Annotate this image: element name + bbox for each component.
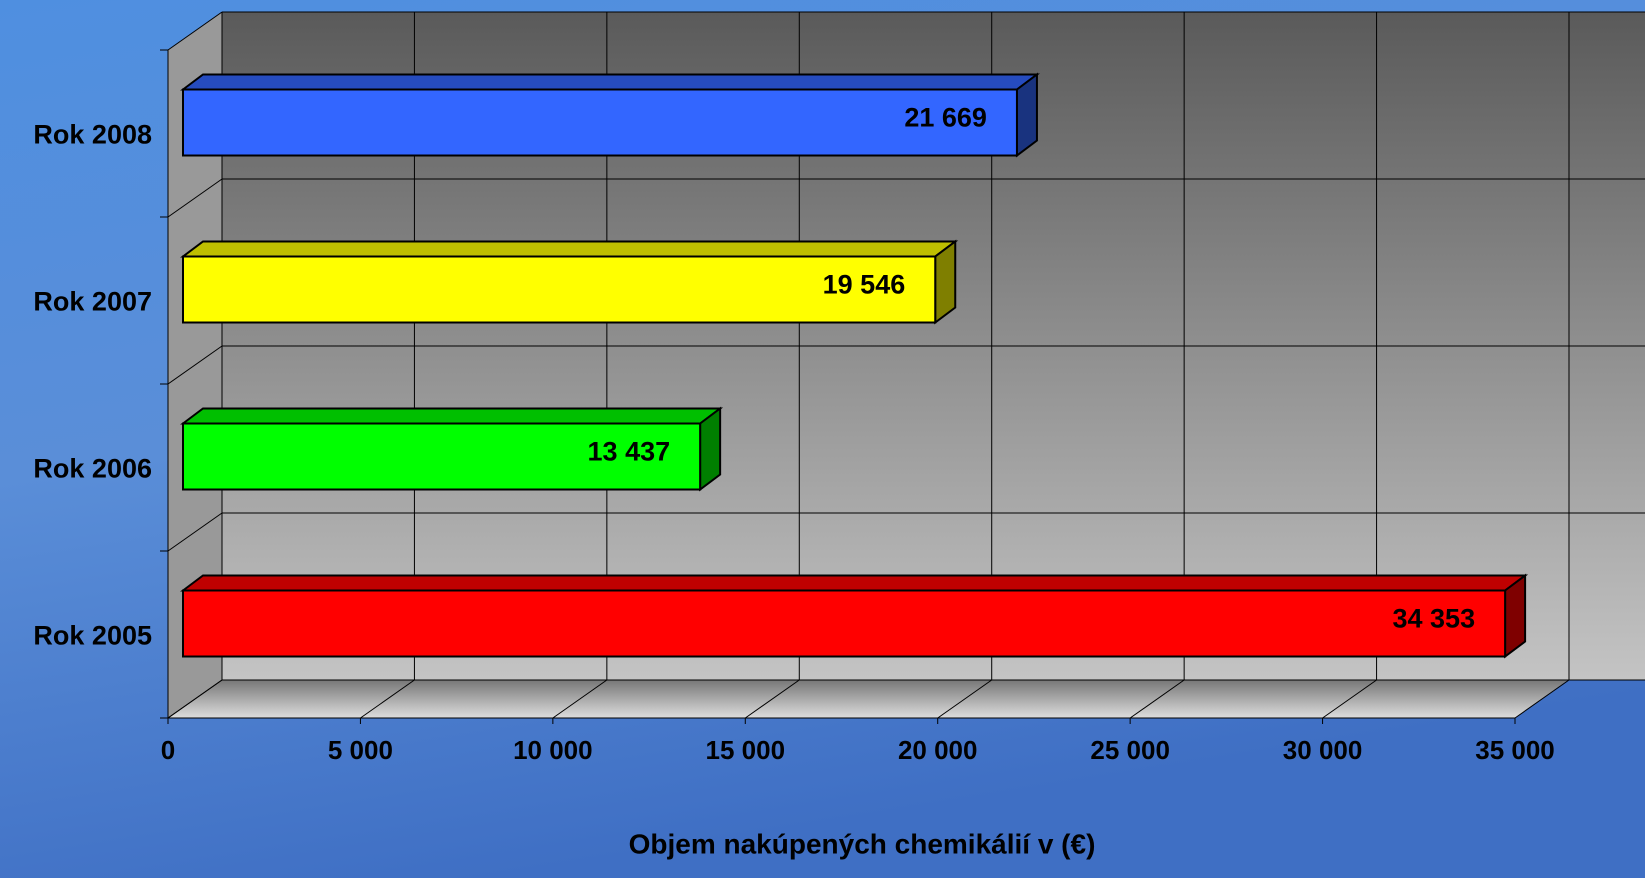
value-label: 13 437 — [588, 437, 671, 467]
x-tick-label: 10 000 — [513, 735, 593, 765]
y-tick-label: Rok 2007 — [33, 287, 152, 317]
wall-edge — [167, 679, 223, 719]
bar-top-shade — [180, 73, 1040, 91]
floor — [168, 680, 1568, 718]
floor-grid-line — [1129, 679, 1185, 719]
value-label: 21 669 — [904, 103, 987, 133]
bar-side-shade — [934, 239, 957, 325]
bar — [182, 255, 937, 324]
x-tick-label: 25 000 — [1090, 735, 1170, 765]
x-axis-title: Objem nakúpených chemikálií v (€) — [629, 828, 1096, 859]
x-tick-label: 15 000 — [706, 735, 786, 765]
bar — [182, 589, 1507, 658]
bar-top-shade — [180, 574, 1529, 592]
value-label: 19 546 — [823, 270, 906, 300]
x-tick-label: 5 000 — [328, 735, 393, 765]
wall-edge — [167, 11, 223, 51]
x-tick-label: 20 000 — [898, 735, 978, 765]
y-tick-label: Rok 2006 — [33, 454, 152, 484]
bar-top — [183, 241, 956, 257]
bar — [182, 88, 1018, 157]
bar-top — [183, 575, 1526, 591]
y-tick-label: Rok 2008 — [33, 120, 152, 150]
wall-edge — [167, 512, 223, 552]
x-tick-label: 0 — [161, 735, 175, 765]
x-tick-label: 35 000 — [1475, 735, 1555, 765]
y-tick-label: Rok 2005 — [33, 621, 152, 651]
bar-side-shade — [1504, 573, 1527, 659]
bar-side-shade — [699, 406, 722, 492]
floor-grid-line — [360, 679, 415, 719]
wall-edge — [167, 178, 223, 218]
floor-grid-line — [744, 679, 800, 719]
floor-grid-line — [1322, 679, 1377, 719]
floor-grid-line — [552, 679, 608, 719]
bar-top — [183, 74, 1037, 90]
value-label: 34 353 — [1393, 604, 1476, 634]
bar — [182, 422, 702, 491]
bar-top-shade — [180, 407, 724, 425]
bar-top — [183, 408, 721, 424]
bar-top-shade — [180, 240, 959, 258]
x-tick-label: 30 000 — [1283, 735, 1363, 765]
floor-grid-line — [937, 679, 993, 719]
floor-grid-line — [1514, 679, 1570, 719]
wall-edge — [167, 345, 223, 385]
bar-side-shade — [1015, 72, 1038, 158]
